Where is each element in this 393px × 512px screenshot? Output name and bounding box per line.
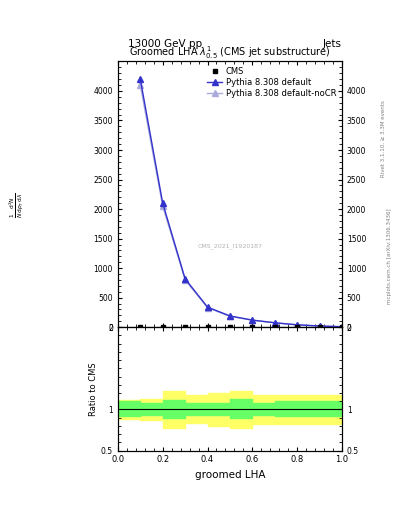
CMS — [272, 324, 277, 330]
Pythia 8.308 default-noCR — [183, 277, 187, 283]
CMS — [228, 324, 232, 330]
CMS — [183, 324, 187, 330]
Pythia 8.308 default-noCR — [228, 313, 232, 319]
Legend: CMS, Pythia 8.308 default, Pythia 8.308 default-noCR: CMS, Pythia 8.308 default, Pythia 8.308 … — [206, 66, 338, 99]
Pythia 8.308 default — [295, 322, 299, 328]
Pythia 8.308 default — [340, 324, 344, 330]
Pythia 8.308 default — [183, 275, 187, 282]
Text: Rivet 3.1.10, ≥ 3.3M events: Rivet 3.1.10, ≥ 3.3M events — [381, 100, 386, 177]
Text: Jets: Jets — [323, 38, 342, 49]
X-axis label: groomed LHA: groomed LHA — [195, 470, 265, 480]
Line: Pythia 8.308 default-noCR: Pythia 8.308 default-noCR — [137, 82, 345, 330]
Text: $\frac{1}{N}\frac{\mathrm{d}^2N}{\mathrm{d}p_T\,\mathrm{d}\lambda}$: $\frac{1}{N}\frac{\mathrm{d}^2N}{\mathrm… — [8, 192, 26, 218]
CMS — [250, 324, 255, 330]
Pythia 8.308 default — [317, 323, 322, 329]
Text: mcplots.cern.ch [arXiv:1306.3436]: mcplots.cern.ch [arXiv:1306.3436] — [387, 208, 391, 304]
Text: 13000 GeV pp: 13000 GeV pp — [128, 38, 202, 49]
Line: Pythia 8.308 default: Pythia 8.308 default — [137, 76, 345, 330]
Pythia 8.308 default-noCR — [250, 317, 255, 323]
Pythia 8.308 default-noCR — [205, 305, 210, 311]
CMS — [340, 324, 344, 330]
CMS — [138, 324, 143, 330]
Title: Groomed LHA $\lambda^{1}_{0.5}$ (CMS jet substructure): Groomed LHA $\lambda^{1}_{0.5}$ (CMS jet… — [129, 45, 331, 61]
CMS — [317, 324, 322, 330]
CMS — [295, 324, 299, 330]
Y-axis label: Ratio to CMS: Ratio to CMS — [89, 362, 98, 416]
Pythia 8.308 default — [228, 313, 232, 319]
Pythia 8.308 default — [205, 304, 210, 310]
CMS — [160, 324, 165, 330]
Pythia 8.308 default — [160, 200, 165, 206]
Pythia 8.308 default — [250, 317, 255, 323]
Pythia 8.308 default-noCR — [272, 320, 277, 326]
Pythia 8.308 default — [272, 319, 277, 326]
Pythia 8.308 default-noCR — [317, 323, 322, 329]
Pythia 8.308 default-noCR — [138, 82, 143, 88]
Pythia 8.308 default — [138, 76, 143, 82]
CMS — [205, 324, 210, 330]
Text: CMS_2021_I1920187: CMS_2021_I1920187 — [197, 244, 263, 249]
Pythia 8.308 default-noCR — [295, 322, 299, 328]
Line: CMS: CMS — [138, 325, 344, 329]
Pythia 8.308 default-noCR — [160, 203, 165, 209]
Pythia 8.308 default-noCR — [340, 324, 344, 330]
